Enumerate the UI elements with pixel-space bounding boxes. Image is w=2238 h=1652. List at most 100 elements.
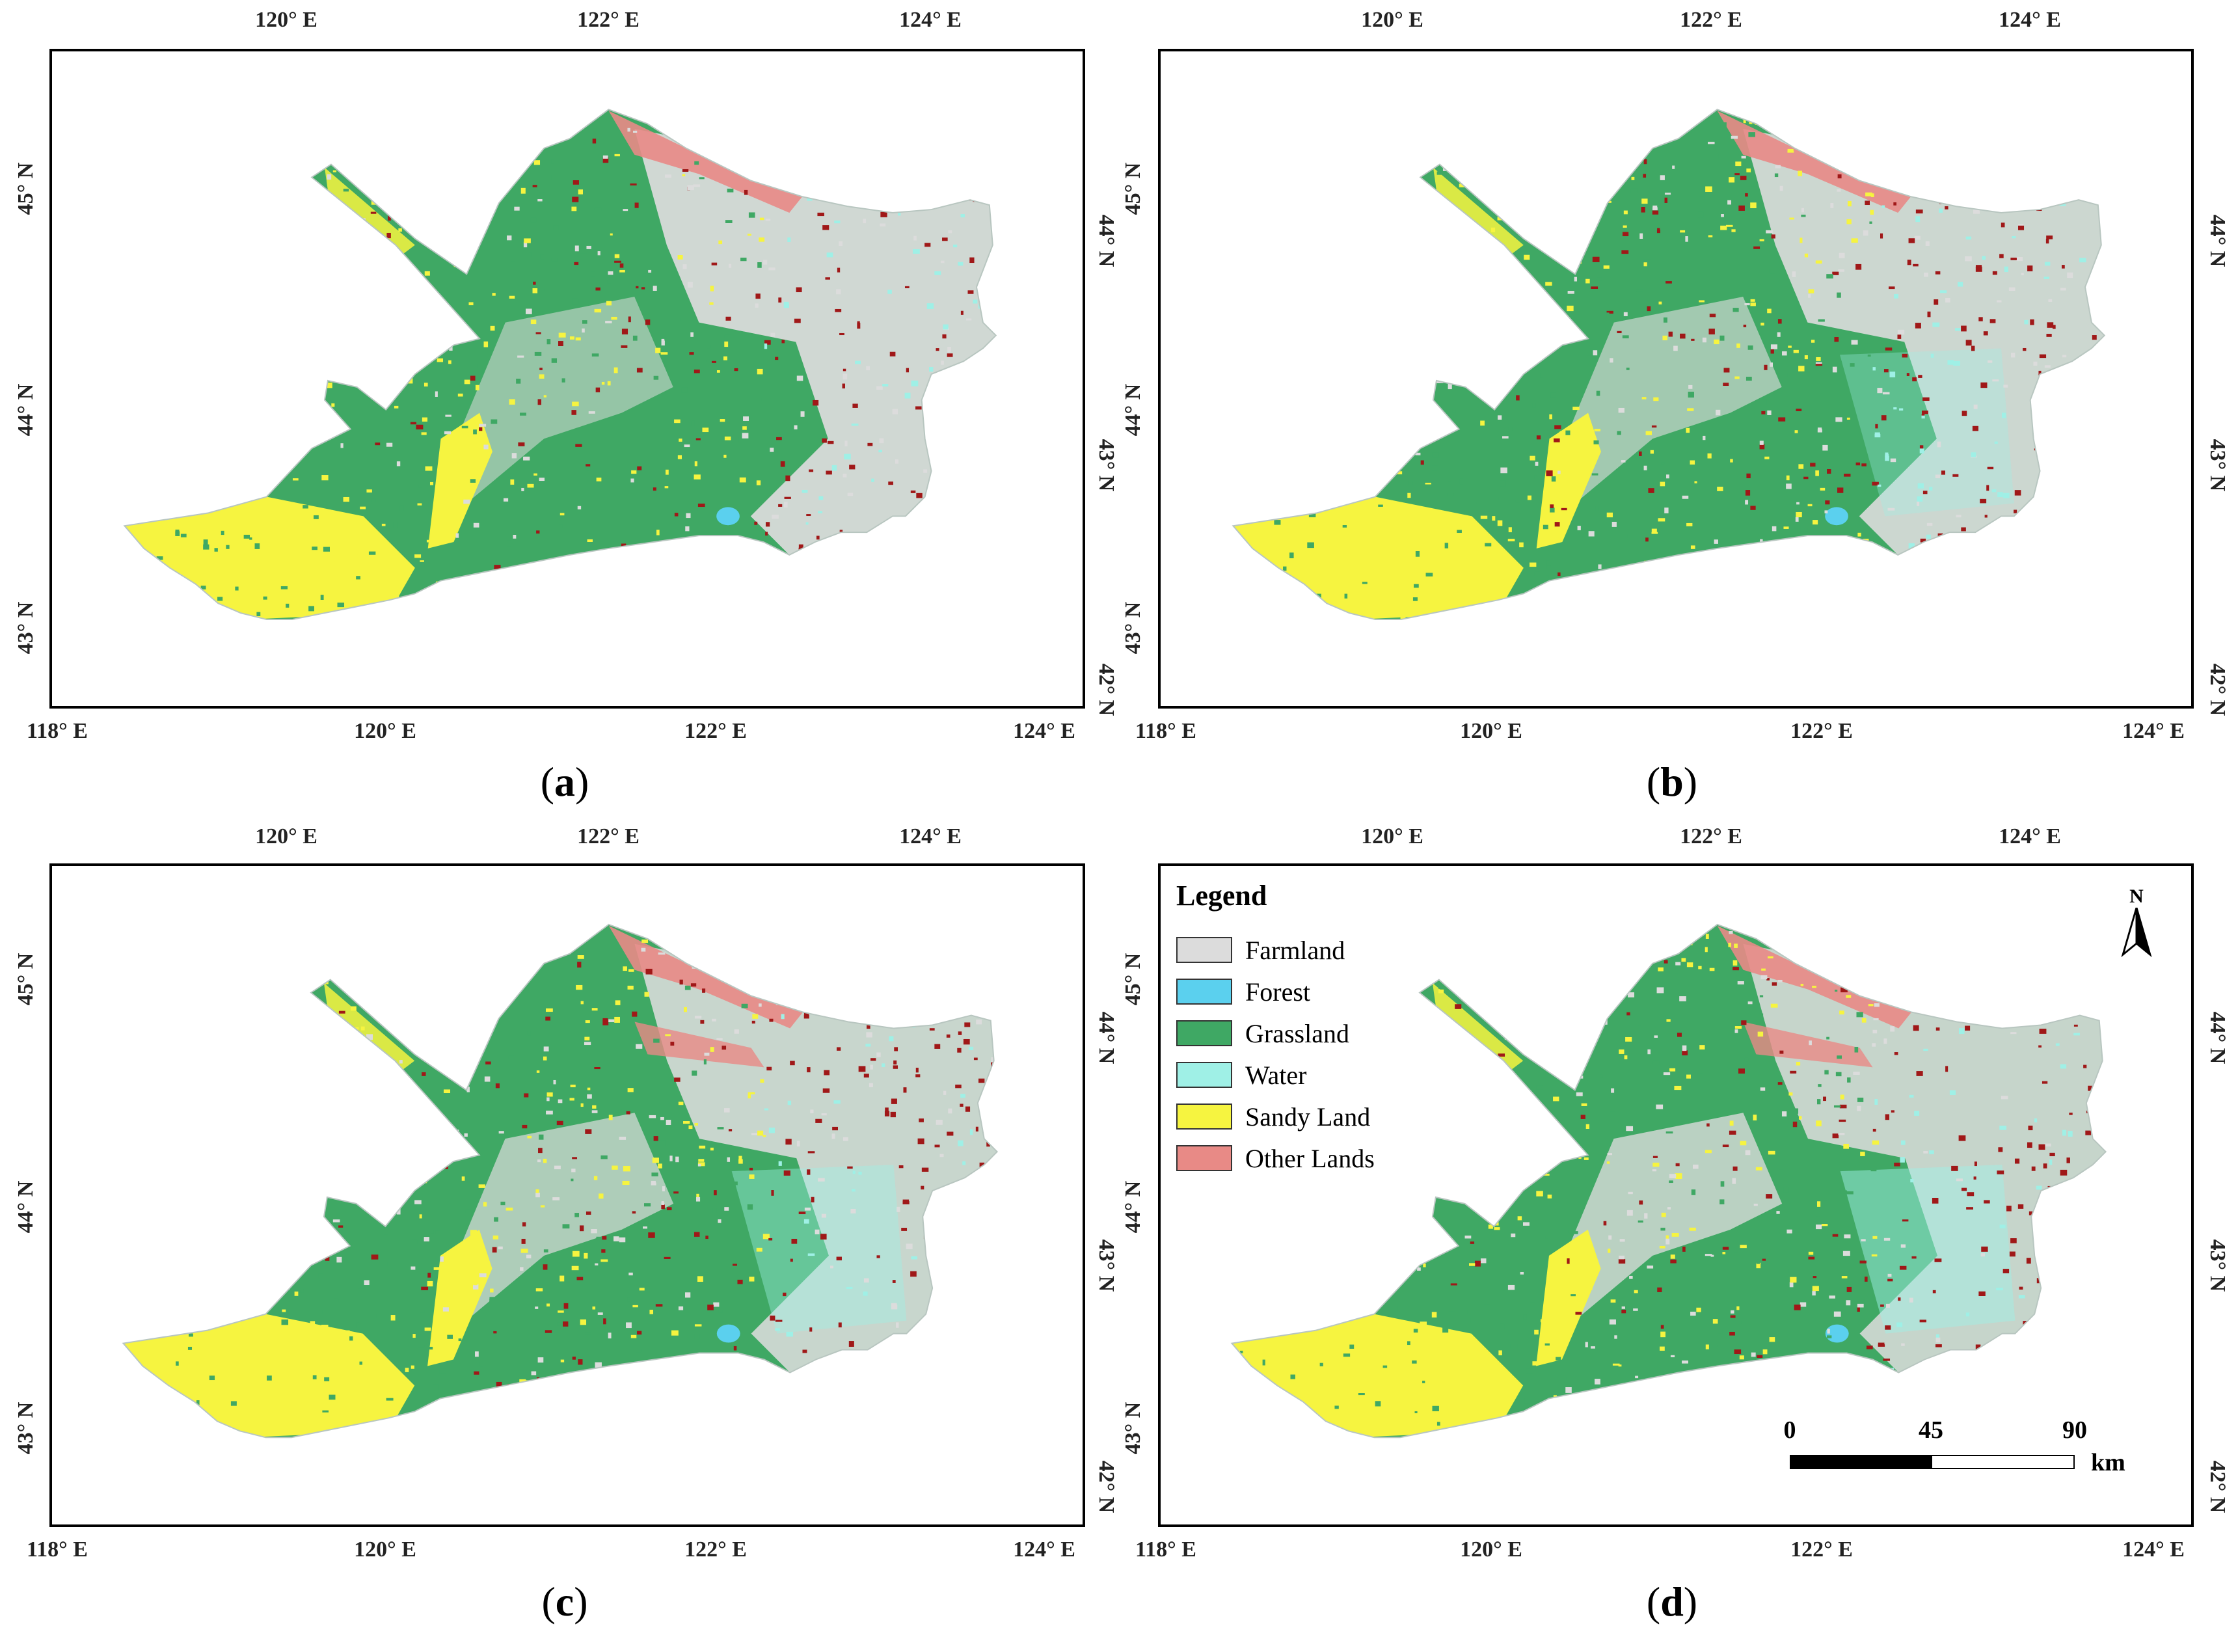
land-cover-speckle (946, 370, 952, 375)
land-cover-speckle (546, 1303, 550, 1307)
land-cover-speckle (1997, 300, 2002, 303)
land-cover-speckle (1679, 996, 1686, 1001)
land-cover-speckle (1621, 1309, 1626, 1314)
land-cover-speckle (161, 1412, 166, 1417)
land-cover-speckle (1792, 1121, 1798, 1128)
land-cover-speckle (169, 1072, 173, 1075)
land-cover-speckle (1308, 227, 1312, 234)
land-cover-speckle (2052, 325, 2056, 329)
land-cover-speckle (1934, 187, 1941, 191)
land-cover-speckle (2038, 1348, 2045, 1351)
land-cover-speckle (1342, 1363, 1348, 1366)
land-cover-speckle (2049, 1159, 2053, 1165)
land-cover-speckle (312, 536, 316, 541)
land-cover-speckle (427, 957, 434, 962)
land-cover-speckle (1436, 171, 1442, 175)
land-cover-speckle (1837, 189, 1841, 192)
land-cover-speckle (1598, 564, 1602, 569)
forest-patch (716, 507, 740, 526)
land-cover-speckle (201, 1102, 208, 1107)
scale-bar-black-segment (1790, 1455, 1931, 1469)
land-cover-speckle (363, 1087, 368, 1093)
land-cover-speckle (1829, 1295, 1835, 1299)
land-cover-speckle (939, 477, 943, 480)
land-cover-speckle (1375, 1401, 1381, 1407)
bottom-tick-118: 118° E (1135, 719, 1196, 743)
land-cover-speckle (804, 1207, 811, 1211)
land-cover-speckle (403, 352, 410, 357)
land-cover-speckle (1504, 293, 1507, 297)
land-cover-speckle (594, 207, 602, 211)
land-cover-speckle (2018, 224, 2024, 226)
land-cover-speckle (2062, 355, 2067, 358)
land-cover-speckle (1422, 320, 1429, 324)
land-cover-speckle (653, 375, 659, 380)
land-cover-speckle (570, 121, 576, 127)
land-cover-speckle (527, 1135, 532, 1139)
land-cover-speckle (392, 540, 398, 545)
land-cover-speckle (2094, 1374, 2099, 1378)
land-cover-speckle (1768, 500, 1773, 504)
land-cover-speckle (614, 154, 620, 157)
land-cover-speckle (1808, 1256, 1815, 1260)
land-cover-speckle (1415, 452, 1421, 455)
land-cover-speckle (805, 522, 809, 525)
land-cover-speckle (513, 534, 517, 539)
land-cover-speckle (2046, 334, 2052, 337)
land-cover-speckle (1753, 1203, 1758, 1206)
land-cover-speckle (1985, 970, 1989, 976)
land-cover-speckle (416, 954, 420, 960)
land-cover-speckle (546, 1110, 553, 1115)
land-cover-speckle (470, 174, 476, 177)
land-cover-speckle (705, 1236, 708, 1239)
land-cover-speckle (1983, 331, 1988, 336)
land-cover-speckle (485, 966, 489, 971)
land-cover-speckle (320, 595, 324, 600)
land-cover-speckle (526, 308, 532, 314)
land-cover-speckle (1794, 543, 1801, 548)
land-cover-speckle (323, 547, 330, 552)
land-cover-speckle (891, 1403, 897, 1408)
land-cover-speckle (323, 973, 331, 976)
land-cover-speckle (148, 1241, 153, 1245)
land-cover-speckle (1857, 1303, 1864, 1308)
land-cover-speckle (1682, 495, 1689, 499)
land-cover-speckle (1745, 500, 1749, 505)
land-cover-speckle (190, 1206, 196, 1212)
land-cover-speckle (742, 133, 746, 137)
land-cover-speckle (1651, 425, 1657, 428)
land-cover-speckle (535, 1288, 543, 1292)
land-cover-speckle (700, 1020, 705, 1024)
land-cover-speckle (157, 1060, 162, 1064)
land-cover-speckle (1788, 345, 1792, 348)
land-cover-speckle (412, 1334, 416, 1338)
land-cover-speckle (324, 1162, 332, 1167)
land-cover-speckle (1818, 319, 1825, 322)
water-region-east (1839, 348, 2014, 517)
land-cover-speckle (1469, 1263, 1476, 1266)
land-cover-speckle (1580, 1115, 1585, 1119)
land-cover-speckle (575, 337, 581, 341)
land-cover-speckle (520, 940, 528, 945)
land-cover-speckle (479, 614, 483, 617)
land-cover-speckle (524, 1093, 529, 1098)
land-cover-speckle (2047, 322, 2054, 328)
land-cover-speckle (1665, 586, 1672, 589)
land-cover-speckle (165, 1250, 169, 1253)
land-cover-speckle (943, 1401, 947, 1403)
land-cover-speckle (956, 399, 959, 403)
land-cover-speckle (957, 1048, 962, 1053)
land-cover-speckle (1447, 1133, 1453, 1138)
land-cover-speckle (191, 242, 198, 247)
land-cover-speckle (1618, 407, 1625, 413)
land-cover-speckle (1688, 385, 1693, 389)
land-cover-speckle (698, 1159, 705, 1162)
land-cover-speckle (1364, 540, 1371, 545)
land-cover-speckle (694, 474, 701, 480)
land-cover-speckle (2049, 181, 2053, 187)
land-cover-speckle (1432, 257, 1437, 263)
land-cover-speckle (1288, 162, 1294, 169)
land-cover-speckle (159, 505, 164, 508)
land-cover-speckle (847, 493, 854, 496)
land-cover-speckle (445, 414, 452, 417)
